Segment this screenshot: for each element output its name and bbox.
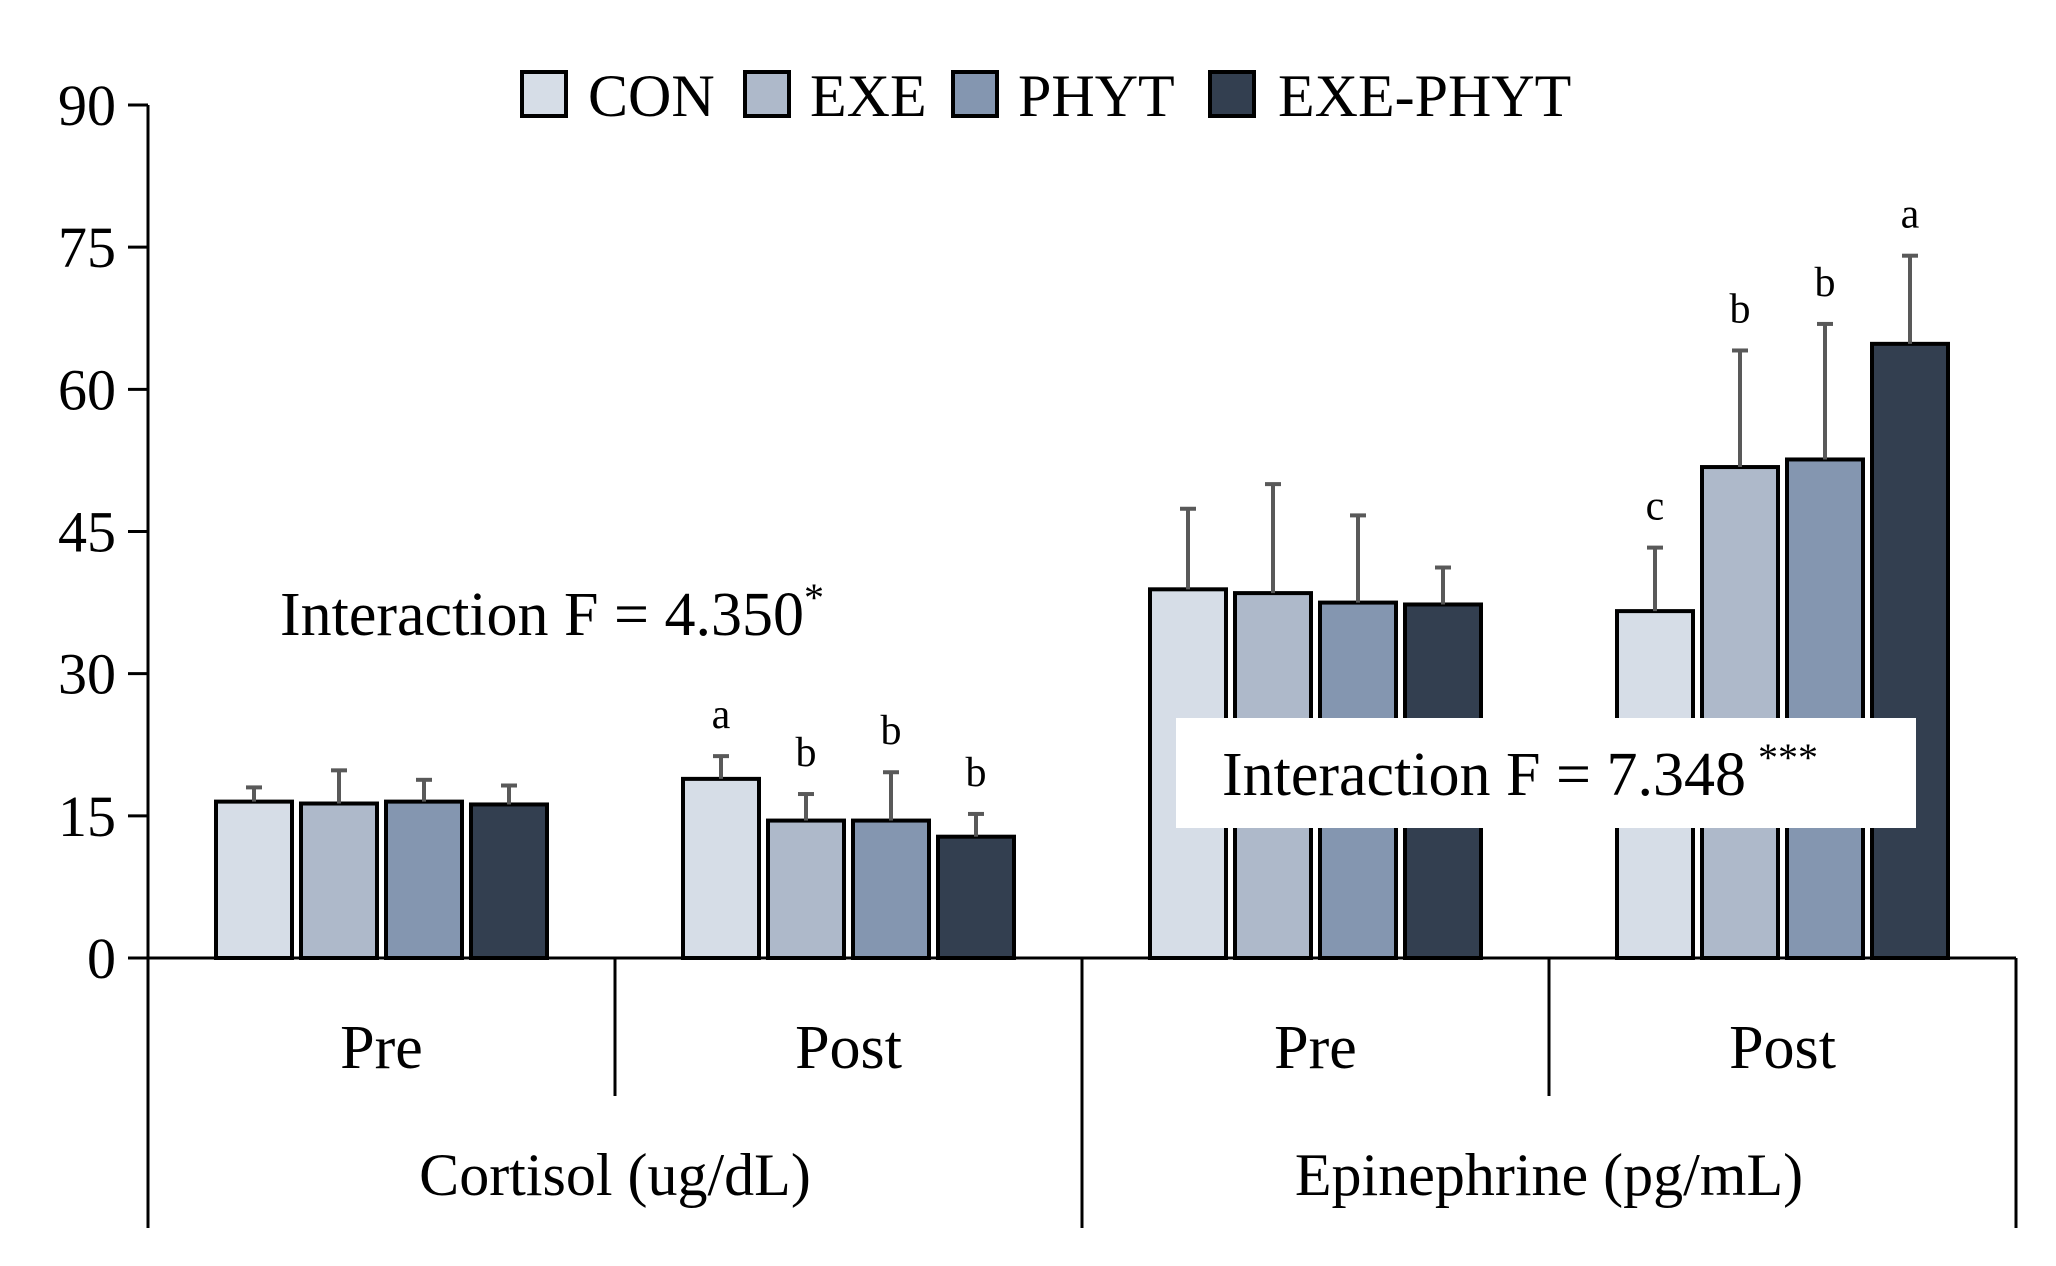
legend-label: PHYT	[1018, 63, 1175, 129]
legend-label: CON	[588, 63, 715, 129]
legend-label: EXE-PHYT	[1278, 63, 1571, 129]
y-tick-label: 30	[58, 642, 116, 707]
y-tick-label: 45	[58, 500, 116, 565]
legend-label: EXE	[810, 63, 927, 129]
bar-exe-phyt	[936, 834, 1016, 960]
bar-exe-phyt	[1870, 341, 1950, 960]
interaction-annotation: Interaction F = 4.350*	[280, 575, 824, 649]
significance-labels: a b b b c b b a	[712, 192, 1920, 796]
bar-phyt	[384, 799, 464, 960]
significance-letter: c	[1646, 484, 1665, 530]
legend-swatch-con	[520, 70, 568, 118]
group-label: Epinephrine (pg/mL)	[1295, 1142, 1803, 1208]
annotation-text: Interaction F = 7.348	[1222, 741, 1746, 809]
annotation-significance: *	[804, 575, 824, 620]
annotation-text: Interaction F = 4.350	[280, 581, 804, 649]
bar-phyt	[1785, 457, 1865, 960]
bar-phyt	[851, 818, 931, 960]
annotation-box	[1176, 718, 1916, 828]
bar-exe	[766, 818, 846, 960]
bar-exe	[299, 801, 379, 960]
legend-swatch-exe	[743, 70, 791, 118]
bar-con	[681, 776, 761, 960]
significance-letter: b	[1730, 286, 1751, 332]
y-tick-label: 15	[58, 784, 116, 849]
axes: 0 15 30 45 60 75 90 Cortisol (ug/dL) Pre Post Epin…	[58, 73, 2018, 1228]
bar-exe	[1700, 465, 1780, 960]
legend-swatch-exe-phyt	[1208, 70, 1256, 118]
legend-swatch-phyt	[951, 70, 999, 118]
significance-letter: b	[1815, 260, 1836, 306]
category-label: Pre	[340, 1014, 423, 1082]
y-tick-label: 60	[58, 357, 116, 422]
bar-exe-phyt	[469, 802, 549, 961]
category-label: Pre	[1274, 1014, 1357, 1082]
category-label: Post	[1729, 1014, 1836, 1082]
y-tick-label: 0	[87, 926, 116, 991]
annotation-significance: ***	[1758, 735, 1818, 780]
legend: CON EXE PHYT EXE-PHYT	[520, 63, 1571, 129]
category-label: Post	[795, 1014, 902, 1082]
error-bars	[246, 253, 1918, 837]
bar-con	[214, 799, 294, 960]
group-label: Cortisol (ug/dL)	[419, 1142, 811, 1208]
bars	[214, 341, 1950, 961]
y-tick-label: 90	[58, 73, 116, 138]
significance-letter: b	[966, 750, 987, 796]
significance-letter: a	[1901, 192, 1920, 238]
significance-letter: b	[881, 708, 902, 754]
annotations: Interaction F = 4.350* Interaction F = 7.…	[280, 575, 1916, 828]
significance-letter: b	[796, 730, 817, 776]
y-tick-label: 75	[58, 215, 116, 280]
significance-letter: a	[712, 692, 731, 738]
interaction-annotation: Interaction F = 7.348 ***	[1222, 735, 1818, 809]
